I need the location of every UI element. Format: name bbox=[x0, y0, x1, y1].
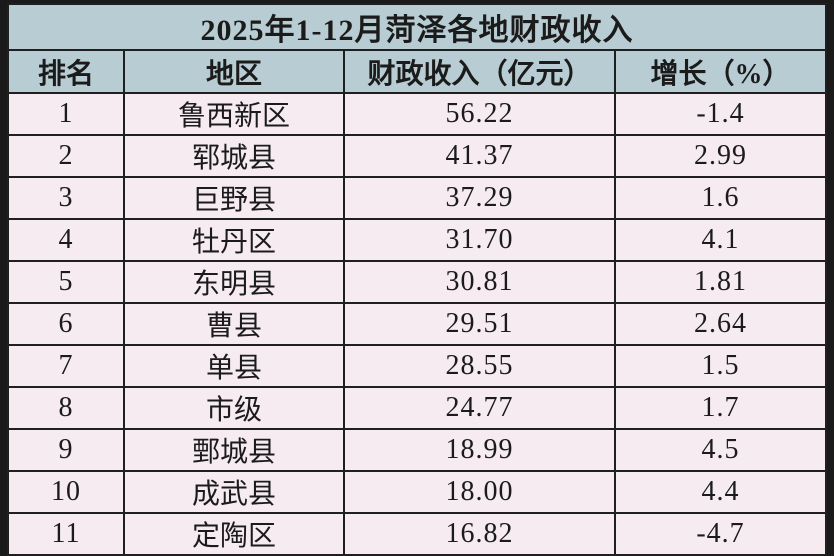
header-growth: 增长（%） bbox=[614, 49, 827, 94]
rank-cell: 10 bbox=[7, 470, 125, 514]
table-row: 5 东明县 30.81 1.81 bbox=[7, 260, 827, 304]
header-revenue: 财政收入（亿元） bbox=[343, 49, 616, 94]
growth-cell: 2.64 bbox=[614, 302, 827, 346]
area-cell: 鲁西新区 bbox=[123, 92, 345, 136]
rank-cell: 6 bbox=[7, 302, 125, 346]
header-row: 排名 地区 财政收入（亿元） 增长（%） bbox=[7, 49, 827, 94]
revenue-cell: 56.22 bbox=[343, 92, 616, 136]
area-cell: 巨野县 bbox=[123, 176, 345, 220]
header-area: 地区 bbox=[123, 49, 345, 94]
revenue-cell: 37.29 bbox=[343, 176, 616, 220]
revenue-cell: 29.51 bbox=[343, 302, 616, 346]
table-row: 8 市级 24.77 1.7 bbox=[7, 386, 827, 430]
revenue-cell: 30.81 bbox=[343, 260, 616, 304]
rank-cell: 5 bbox=[7, 260, 125, 304]
table-row: 2 郓城县 41.37 2.99 bbox=[7, 134, 827, 178]
area-cell: 曹县 bbox=[123, 302, 345, 346]
growth-cell: 1.7 bbox=[614, 386, 827, 430]
area-cell: 郓城县 bbox=[123, 134, 345, 178]
growth-cell: 4.4 bbox=[614, 470, 827, 514]
rank-cell: 3 bbox=[7, 176, 125, 220]
growth-cell: 1.5 bbox=[614, 344, 827, 388]
growth-cell: 4.1 bbox=[614, 218, 827, 262]
growth-cell: 1.81 bbox=[614, 260, 827, 304]
growth-cell: -1.4 bbox=[614, 92, 827, 136]
table-frame: 2025年1-12月菏泽各地财政收入 排名 地区 财政收入（亿元） 增长（%） … bbox=[7, 3, 827, 556]
growth-cell: 4.5 bbox=[614, 428, 827, 472]
table-row: 7 单县 28.55 1.5 bbox=[7, 344, 827, 388]
revenue-cell: 16.82 bbox=[343, 512, 616, 556]
revenue-cell: 41.37 bbox=[343, 134, 616, 178]
revenue-cell: 18.99 bbox=[343, 428, 616, 472]
revenue-cell: 18.00 bbox=[343, 470, 616, 514]
revenue-cell: 31.70 bbox=[343, 218, 616, 262]
title-row: 2025年1-12月菏泽各地财政收入 bbox=[7, 3, 827, 51]
growth-cell: 1.6 bbox=[614, 176, 827, 220]
area-cell: 定陶区 bbox=[123, 512, 345, 556]
rank-cell: 9 bbox=[7, 428, 125, 472]
table-row: 10 成武县 18.00 4.4 bbox=[7, 470, 827, 514]
area-cell: 单县 bbox=[123, 344, 345, 388]
rank-cell: 8 bbox=[7, 386, 125, 430]
table-row: 11 定陶区 16.82 -4.7 bbox=[7, 512, 827, 556]
area-cell: 东明县 bbox=[123, 260, 345, 304]
area-cell: 市级 bbox=[123, 386, 345, 430]
rank-cell: 2 bbox=[7, 134, 125, 178]
header-rank: 排名 bbox=[7, 49, 125, 94]
fiscal-revenue-table: 2025年1-12月菏泽各地财政收入 排名 地区 财政收入（亿元） 增长（%） … bbox=[7, 3, 827, 556]
table-title: 2025年1-12月菏泽各地财政收入 bbox=[7, 3, 827, 51]
revenue-cell: 28.55 bbox=[343, 344, 616, 388]
table-row: 9 鄄城县 18.99 4.5 bbox=[7, 428, 827, 472]
rank-cell: 1 bbox=[7, 92, 125, 136]
rank-cell: 7 bbox=[7, 344, 125, 388]
growth-cell: -4.7 bbox=[614, 512, 827, 556]
rank-cell: 11 bbox=[7, 512, 125, 556]
table-row: 3 巨野县 37.29 1.6 bbox=[7, 176, 827, 220]
rank-cell: 4 bbox=[7, 218, 125, 262]
growth-cell: 2.99 bbox=[614, 134, 827, 178]
area-cell: 鄄城县 bbox=[123, 428, 345, 472]
area-cell: 成武县 bbox=[123, 470, 345, 514]
revenue-cell: 24.77 bbox=[343, 386, 616, 430]
table-row: 1 鲁西新区 56.22 -1.4 bbox=[7, 92, 827, 136]
table-row: 6 曹县 29.51 2.64 bbox=[7, 302, 827, 346]
table-row: 4 牡丹区 31.70 4.1 bbox=[7, 218, 827, 262]
area-cell: 牡丹区 bbox=[123, 218, 345, 262]
